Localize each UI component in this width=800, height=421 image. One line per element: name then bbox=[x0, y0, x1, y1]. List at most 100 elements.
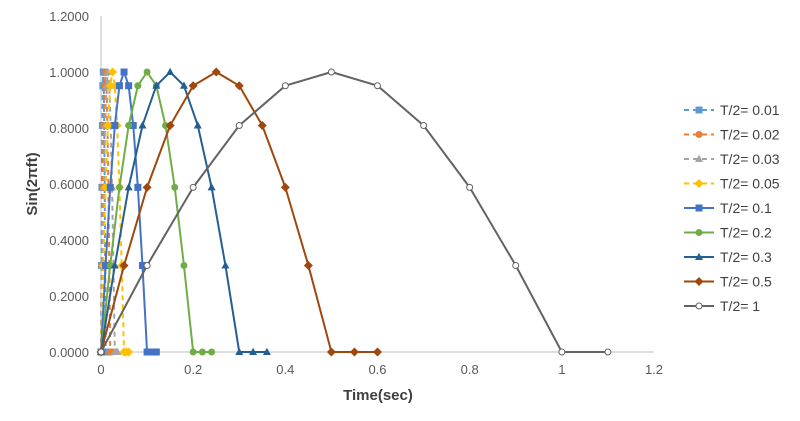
series-5 bbox=[97, 68, 160, 356]
y-tick-label: 0.2000 bbox=[49, 289, 89, 304]
x-tick-label: 0.2 bbox=[184, 362, 202, 377]
legend-label: T/2= 0.3 bbox=[720, 249, 772, 265]
data-point bbox=[143, 348, 151, 356]
data-point bbox=[171, 183, 179, 191]
data-point bbox=[234, 81, 244, 91]
legend-marker bbox=[694, 179, 704, 188]
legend-label: T/2= 0.02 bbox=[720, 127, 780, 143]
data-point bbox=[103, 120, 113, 130]
data-point bbox=[111, 121, 119, 129]
data-point bbox=[180, 261, 188, 269]
data-point bbox=[115, 183, 123, 191]
data-point bbox=[303, 260, 313, 270]
data-point bbox=[113, 347, 122, 355]
data-point bbox=[142, 182, 152, 192]
x-tick-label: 0 bbox=[97, 362, 104, 377]
data-point bbox=[120, 68, 128, 76]
data-point bbox=[134, 82, 142, 90]
data-point bbox=[326, 347, 336, 357]
data-point bbox=[249, 347, 258, 355]
data-point bbox=[110, 261, 119, 269]
legend: T/2= 0.01 T/2= 0.02 T/2= 0.03 T/2= 0.05 T/2=… bbox=[684, 102, 780, 314]
data-point bbox=[235, 347, 244, 355]
data-point bbox=[97, 348, 105, 356]
x-axis-title: Time(sec) bbox=[343, 387, 413, 404]
y-axis-title: Sin(2πft) bbox=[24, 152, 41, 215]
data-point bbox=[189, 348, 197, 356]
series-9 bbox=[97, 68, 612, 356]
series-8 bbox=[96, 67, 382, 357]
data-point bbox=[124, 183, 133, 191]
data-point bbox=[280, 182, 290, 192]
legend-marker bbox=[695, 302, 703, 310]
legend-label: T/2= 1 bbox=[720, 298, 760, 314]
data-point bbox=[466, 183, 474, 191]
data-point bbox=[125, 121, 133, 129]
data-point bbox=[198, 348, 206, 356]
legend-marker bbox=[695, 154, 703, 162]
legend-item: T/2= 0.01 bbox=[684, 102, 780, 118]
legend-item: T/2= 0.02 bbox=[684, 127, 780, 143]
data-point bbox=[207, 183, 216, 191]
legend-item: T/2= 0.05 bbox=[684, 176, 780, 192]
data-point bbox=[125, 82, 133, 90]
legend-item: T/2= 0.1 bbox=[684, 200, 772, 216]
legend-item: T/2= 0.3 bbox=[684, 249, 772, 265]
data-point bbox=[162, 121, 170, 129]
data-point bbox=[165, 120, 175, 130]
data-point bbox=[349, 347, 359, 357]
legend-marker bbox=[695, 131, 703, 138]
series-7 bbox=[97, 67, 271, 355]
data-point bbox=[143, 261, 151, 269]
data-point bbox=[512, 261, 520, 269]
y-tick-label: 0.4000 bbox=[49, 233, 89, 248]
data-point bbox=[235, 121, 243, 129]
legend-label: T/2= 0.01 bbox=[720, 102, 780, 118]
data-point bbox=[188, 81, 198, 91]
legend-item: T/2= 0.5 bbox=[684, 274, 772, 290]
axes: 0 0.2 0.4 0.6 0.8 1 1.2 0.0000 0.2000 0.4000 0.600… bbox=[49, 9, 663, 377]
data-point bbox=[138, 261, 146, 269]
plot-area bbox=[96, 67, 612, 357]
legend-item: T/2= 0.2 bbox=[684, 225, 772, 241]
data-point bbox=[148, 348, 156, 356]
legend-marker bbox=[695, 229, 703, 236]
data-point bbox=[208, 348, 216, 356]
series-line bbox=[100, 71, 212, 353]
data-point bbox=[604, 348, 612, 356]
data-point bbox=[115, 82, 123, 90]
legend-marker bbox=[695, 106, 703, 114]
y-tick-label: 0.0000 bbox=[49, 345, 89, 360]
data-point bbox=[124, 347, 134, 357]
data-point bbox=[373, 347, 382, 357]
data-point bbox=[138, 121, 147, 129]
legend-marker bbox=[695, 204, 703, 212]
data-point bbox=[103, 348, 111, 356]
y-tick-label: 1.0000 bbox=[49, 65, 89, 80]
data-point bbox=[179, 81, 188, 89]
y-tick-label: 1.2000 bbox=[49, 9, 89, 24]
y-tick-label: 0.6000 bbox=[49, 177, 89, 192]
data-point bbox=[327, 68, 335, 76]
legend-label: T/2= 0.03 bbox=[720, 151, 780, 167]
data-point bbox=[374, 82, 381, 90]
series-6 bbox=[97, 68, 216, 356]
legend-label: T/2= 0.05 bbox=[720, 176, 780, 192]
data-point bbox=[143, 68, 151, 76]
data-point bbox=[152, 348, 160, 356]
data-point bbox=[221, 261, 230, 269]
data-point bbox=[102, 261, 110, 269]
x-tick-label: 1.2 bbox=[645, 362, 663, 377]
data-point bbox=[166, 67, 175, 75]
series-4 bbox=[96, 67, 134, 357]
data-point bbox=[193, 121, 202, 129]
legend-marker bbox=[695, 252, 703, 260]
series-line bbox=[100, 71, 608, 353]
series-line bbox=[100, 71, 378, 353]
data-point bbox=[134, 183, 142, 191]
x-tick-label: 0.6 bbox=[368, 362, 386, 377]
legend-label: T/2= 0.5 bbox=[720, 274, 772, 290]
data-point bbox=[129, 121, 137, 129]
